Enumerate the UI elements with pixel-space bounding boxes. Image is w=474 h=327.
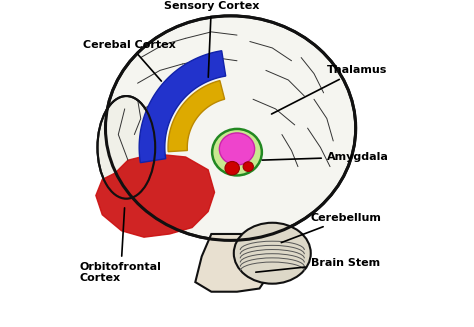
Text: Cerebal Cortex: Cerebal Cortex <box>83 40 176 81</box>
Ellipse shape <box>243 162 254 171</box>
Ellipse shape <box>219 133 255 165</box>
Polygon shape <box>139 51 226 163</box>
Ellipse shape <box>212 129 262 175</box>
Ellipse shape <box>225 162 239 175</box>
Text: Sensory Cortex: Sensory Cortex <box>164 1 259 77</box>
Ellipse shape <box>234 223 311 284</box>
Text: Brain Stem: Brain Stem <box>256 258 380 272</box>
Polygon shape <box>96 154 215 237</box>
Polygon shape <box>168 80 225 152</box>
Text: Cerebellum: Cerebellum <box>281 213 382 243</box>
Polygon shape <box>195 234 272 292</box>
Ellipse shape <box>98 96 155 199</box>
Text: Amygdala: Amygdala <box>262 152 389 162</box>
Text: Orbitofrontal
Cortex: Orbitofrontal Cortex <box>80 208 162 283</box>
Ellipse shape <box>106 16 356 240</box>
Text: Thalamus: Thalamus <box>272 65 387 114</box>
